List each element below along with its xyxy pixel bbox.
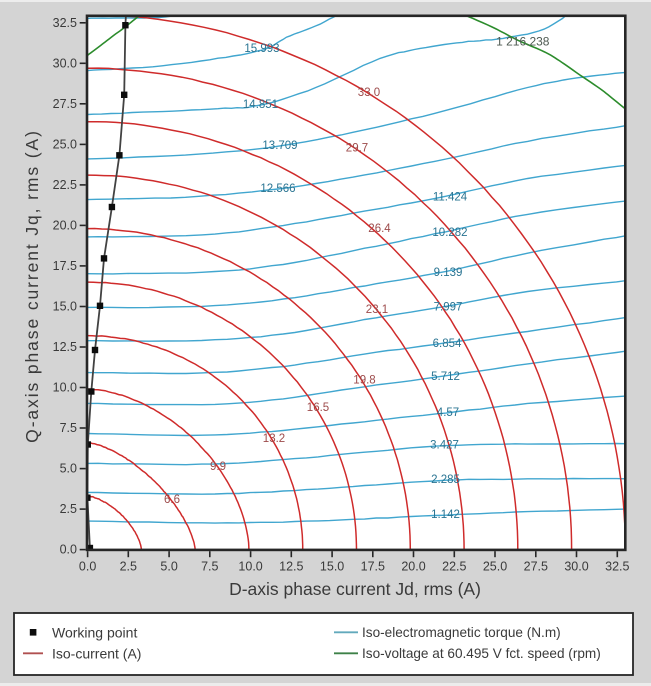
svg-text:29.7: 29.7 [346, 143, 368, 155]
svg-text:20.0: 20.0 [401, 559, 425, 573]
svg-text:15.993: 15.993 [244, 43, 279, 55]
svg-text:17.5: 17.5 [361, 559, 385, 573]
svg-text:33.0: 33.0 [358, 87, 380, 99]
svg-text:7.5: 7.5 [201, 559, 218, 573]
svg-text:11.424: 11.424 [433, 192, 468, 204]
svg-text:26.4: 26.4 [368, 223, 391, 235]
svg-text:3.427: 3.427 [430, 440, 459, 452]
svg-text:7.5: 7.5 [60, 421, 77, 435]
svg-text:5.0: 5.0 [160, 559, 177, 573]
svg-text:Q-axis phase current Jq, rms (: Q-axis phase current Jq, rms (A) [22, 129, 42, 443]
svg-text:5.712: 5.712 [431, 371, 460, 383]
svg-text:10.282: 10.282 [432, 227, 467, 239]
svg-text:30.0: 30.0 [564, 559, 588, 573]
svg-text:6.6: 6.6 [164, 494, 180, 506]
svg-text:12.566: 12.566 [260, 183, 295, 195]
svg-text:22.5: 22.5 [53, 178, 77, 192]
svg-text:22.5: 22.5 [442, 559, 466, 573]
svg-text:17.5: 17.5 [53, 259, 77, 273]
svg-text:15.0: 15.0 [53, 300, 77, 314]
svg-text:32.5: 32.5 [605, 559, 629, 573]
svg-text:9.9: 9.9 [210, 461, 226, 473]
svg-text:0.0: 0.0 [79, 559, 96, 573]
svg-text:1.142: 1.142 [431, 509, 460, 521]
svg-text:19.8: 19.8 [353, 375, 375, 387]
svg-text:1 216.238: 1 216.238 [496, 35, 550, 49]
svg-text:25.0: 25.0 [483, 559, 507, 573]
svg-text:13.2: 13.2 [263, 433, 285, 445]
svg-text:32.5: 32.5 [53, 16, 77, 30]
svg-text:4.57: 4.57 [437, 407, 459, 419]
svg-text:13.709: 13.709 [262, 140, 297, 152]
svg-text:Iso-current (A): Iso-current (A) [52, 645, 141, 661]
svg-text:Working point: Working point [52, 624, 137, 640]
svg-text:23.1: 23.1 [366, 304, 388, 316]
svg-text:Iso-voltage at 60.495 V fct. s: Iso-voltage at 60.495 V fct. speed (rpm) [362, 646, 601, 661]
svg-text:12.5: 12.5 [279, 559, 303, 573]
svg-text:20.0: 20.0 [53, 218, 77, 232]
svg-text:16.5: 16.5 [307, 402, 329, 414]
svg-text:5.0: 5.0 [60, 462, 77, 476]
svg-text:Iso-electromagnetic torque (N.: Iso-electromagnetic torque (N.m) [362, 625, 561, 640]
svg-text:D-axis phase current Jd, rms (: D-axis phase current Jd, rms (A) [229, 579, 481, 599]
svg-text:2.5: 2.5 [120, 559, 137, 573]
svg-text:10.0: 10.0 [238, 559, 262, 573]
svg-text:10.0: 10.0 [53, 381, 77, 395]
svg-text:2.5: 2.5 [60, 502, 77, 516]
svg-text:2.285: 2.285 [431, 474, 460, 486]
svg-text:27.5: 27.5 [524, 559, 548, 573]
svg-text:14.851: 14.851 [243, 99, 278, 111]
svg-text:15.0: 15.0 [320, 559, 344, 573]
svg-text:25.0: 25.0 [53, 137, 77, 151]
svg-text:6.854: 6.854 [433, 338, 462, 350]
svg-text:9.139: 9.139 [434, 267, 463, 279]
svg-text:7.997: 7.997 [434, 302, 463, 314]
svg-text:27.5: 27.5 [53, 97, 77, 111]
svg-text:30.0: 30.0 [53, 56, 77, 70]
svg-text:12.5: 12.5 [53, 340, 77, 354]
svg-text:0.0: 0.0 [60, 543, 77, 557]
